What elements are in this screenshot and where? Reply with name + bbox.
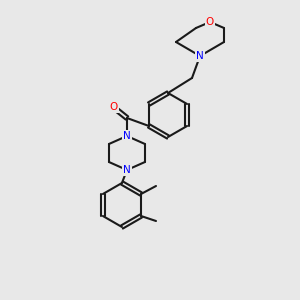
Text: N: N <box>123 131 131 141</box>
Text: N: N <box>196 51 204 61</box>
Text: O: O <box>206 17 214 27</box>
Text: O: O <box>110 102 118 112</box>
Text: N: N <box>123 165 131 175</box>
